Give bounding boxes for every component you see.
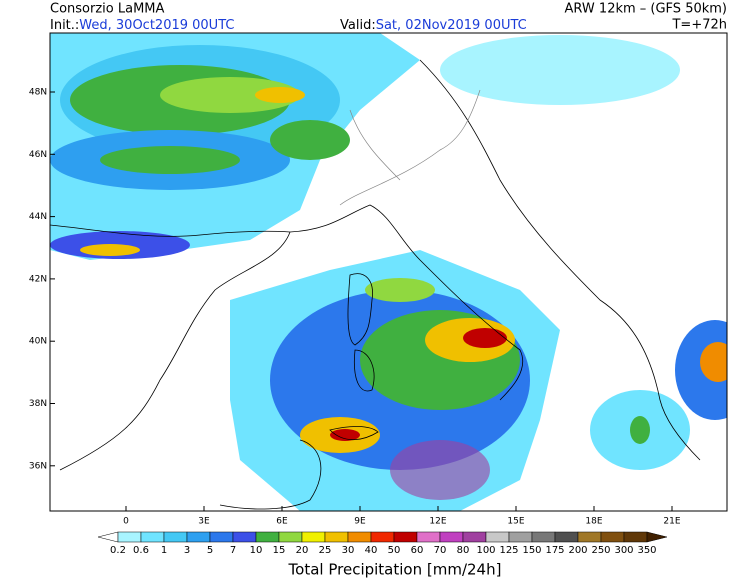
lon-label: 6E [276,517,288,527]
lat-label: 48N [29,88,47,98]
colorbar-label: 0.6 [133,545,149,556]
coastlines [50,59,701,510]
colorbar-label: 1 [161,545,167,556]
axes: 48N 46N 44N 42N 40N 38N 36N 0 3E 6E 9E 12E 15E 18E 21E [29,88,681,527]
colorbar-label: 70 [434,545,447,556]
colorbar-box [508,531,533,543]
colorbar-label: 15 [273,545,286,556]
lat-label: 42N [29,274,47,284]
colorbar-arrow [97,531,119,543]
precip-area [700,342,727,382]
colorbar-box [439,531,464,543]
precip-area [330,429,360,441]
colorbar-box [416,531,441,543]
colorbar-label: 3 [184,545,190,556]
valid-label: Valid: [340,18,376,33]
producer: Consorzio LaMMA [50,2,165,17]
lon-label: 15E [507,517,524,527]
init-line: Init.:Wed, 30Oct2019 00UTC [50,18,234,33]
colorbar-label: 10 [250,545,263,556]
colorbar-box [554,531,579,543]
lead-time: T=+72h [671,18,727,33]
precip-area [255,87,305,103]
precip-area [270,120,350,160]
precip-area [365,278,435,302]
borders [339,89,481,206]
colorbar-label: 20 [296,545,309,556]
lon-label: 9E [354,517,366,527]
colorbar-box [232,531,257,543]
colorbar-box [485,531,510,543]
colorbar-box [255,531,280,543]
colorbar-box [117,531,142,543]
colorbar-label: 200 [568,545,587,556]
map-frame [49,32,728,512]
valid-value: Sat, 02Nov2019 00UTC [376,18,527,33]
colorbar-box [324,531,349,543]
colorbar-title: Total Precipitation [mm/24h] [288,561,502,579]
lat-label: 46N [29,150,47,160]
map [49,32,728,512]
lon-label: 12E [429,517,446,527]
colorbar-label: 250 [591,545,610,556]
colorbar-box [623,531,648,543]
lon-label: 18E [585,517,602,527]
lat-label: 36N [29,461,47,471]
colorbar-label: 175 [545,545,564,556]
precip-area [463,328,507,348]
colorbar-box [600,531,625,543]
colorbar-box [301,531,326,543]
colorbar-arrow [646,531,668,543]
colorbar-label: 150 [522,545,541,556]
colorbar-label: 80 [457,545,470,556]
valid-line: Valid:Sat, 02Nov2019 00UTC [340,18,527,33]
colorbar-label: 350 [637,545,656,556]
colorbar-box [140,531,165,543]
lon-label: 21E [663,517,680,527]
lat-label: 38N [29,399,47,409]
precip-area [440,35,680,105]
precip-area [160,77,300,113]
precip-area [80,244,140,256]
colorbar-label: 5 [207,545,213,556]
lat-label: 44N [29,212,47,222]
colorbar-box [370,531,395,543]
colorbar-box [462,531,487,543]
colorbar-label: 100 [476,545,495,556]
colorbar-label: 125 [499,545,518,556]
colorbar-box [347,531,372,543]
colorbar-box [163,531,188,543]
precip-field [50,33,727,511]
colorbar-box [278,531,303,543]
colorbar: 0.2 0.6 1 3 5 7 10 15 20 25 30 40 50 60 70 80 100 125 150 1… [97,531,668,556]
precip-area [390,440,490,500]
colorbar-label: 25 [319,545,332,556]
init-value: Wed, 30Oct2019 00UTC [79,18,234,33]
colorbar-label: 300 [614,545,633,556]
lon-label: 0 [123,517,129,527]
colorbar-label: 40 [365,545,378,556]
colorbar-label: 0.2 [110,545,126,556]
colorbar-label: 7 [230,545,236,556]
model: ARW 12km – (GFS 50km) [565,2,727,17]
precip-area [630,416,650,444]
colorbar-box [209,531,234,543]
colorbar-label: 50 [388,545,401,556]
colorbar-label: 30 [342,545,355,556]
colorbar-label: 60 [411,545,424,556]
colorbar-box [577,531,602,543]
colorbar-box [393,531,418,543]
lon-label: 3E [198,517,210,527]
lat-label: 40N [29,337,47,347]
init-label: Init.: [50,18,79,33]
colorbar-box [186,531,211,543]
precip-area [100,146,240,174]
colorbar-box [531,531,556,543]
